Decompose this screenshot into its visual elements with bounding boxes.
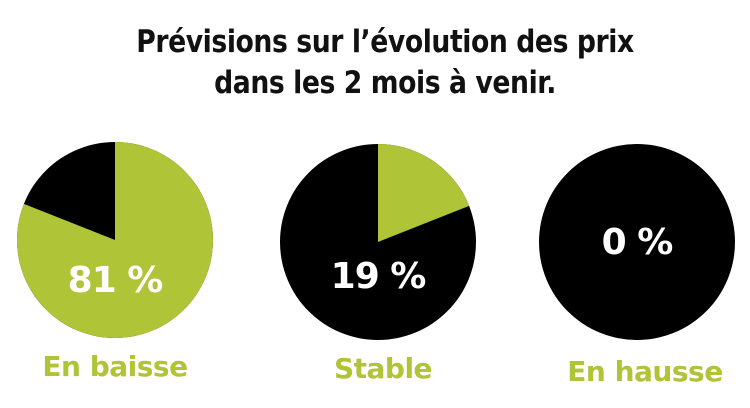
chart-title-line-2: dans les 2 mois à venir. <box>214 65 556 101</box>
pie-category-label: Stable <box>333 352 433 385</box>
pie-chart-svg <box>280 144 476 340</box>
pie-slice <box>17 142 213 338</box>
pie-chart-svg <box>17 142 213 338</box>
pie-chart-svg <box>539 144 735 340</box>
pie-en-baisse: 81 % <box>17 142 213 338</box>
pie-category-label: En hausse <box>567 355 723 388</box>
pie-value-label: 81 % <box>67 260 164 301</box>
pie-slice <box>378 144 470 242</box>
chart-title-line-1: Prévisions sur l’évolution des prix <box>136 24 634 60</box>
pie-value-label: 19 % <box>330 256 427 297</box>
chart-title: Prévisions sur l’évolution des prix dans… <box>54 22 716 104</box>
pie-value-label: 0 % <box>601 222 674 263</box>
pie-category-label: En baisse <box>42 350 188 383</box>
pie-en-hausse: 0 % <box>539 144 735 340</box>
pie-stable: 19 % <box>280 144 476 340</box>
